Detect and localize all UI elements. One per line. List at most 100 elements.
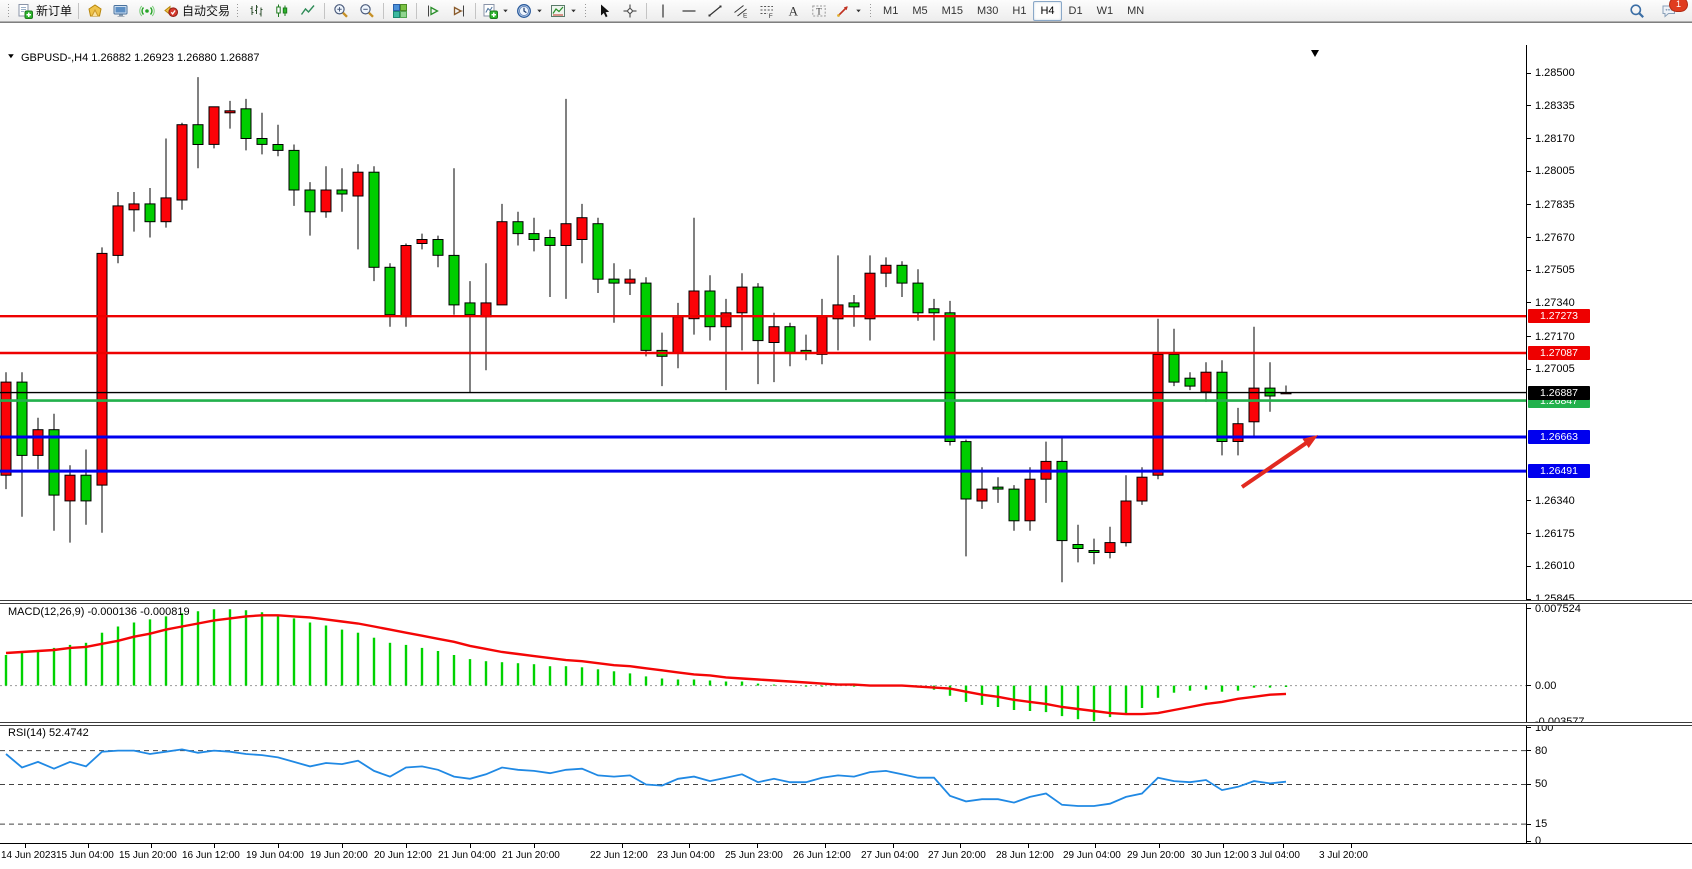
timeframe-button-M1[interactable]: M1: [883, 4, 899, 17]
channel-button[interactable]: E: [728, 0, 754, 22]
search-button[interactable]: [1624, 0, 1650, 22]
candle-up: [1152, 353, 1164, 476]
periods-button[interactable]: [513, 0, 547, 22]
axis-tick-mark: [1527, 72, 1531, 74]
timeframe-button-MN[interactable]: MN: [1127, 4, 1145, 17]
time-tick-mark: [534, 844, 535, 848]
line-chart-button[interactable]: [295, 0, 321, 22]
vertical-line-button[interactable]: [650, 0, 676, 22]
cursor-button[interactable]: [591, 0, 617, 22]
line-chart-icon: [300, 4, 315, 15]
time-scale[interactable]: 14 Jun 2023 15 Jun 04:00 15 Jun 20:00 16 Ju…: [0, 843, 1692, 869]
notifications-button[interactable]: 1: [1656, 0, 1688, 22]
candle-down: [192, 124, 204, 145]
timeframe-button-H1[interactable]: H1: [1012, 4, 1027, 17]
timeframe-button-M15[interactable]: M15: [941, 4, 963, 17]
chart-shift-button[interactable]: [420, 0, 446, 22]
trendline-button[interactable]: [702, 0, 728, 22]
toolbar-grip[interactable]: [869, 3, 874, 18]
fibonacci-button[interactable]: F: [754, 0, 780, 22]
toolbar-grip[interactable]: [7, 3, 11, 18]
price-level-tag: 1.26663: [1528, 429, 1590, 444]
chevron-down-icon[interactable]: [501, 6, 510, 15]
signals-button[interactable]: [134, 0, 160, 22]
candle-down: [304, 189, 316, 213]
bars-chart-button[interactable]: [243, 0, 269, 22]
zoom-in-button[interactable]: [328, 0, 354, 22]
arrows-icon: [837, 5, 848, 17]
channel-icon: E: [734, 4, 748, 19]
marketplace-button[interactable]: [82, 0, 108, 22]
candle-up: [880, 264, 892, 274]
pane-separator[interactable]: [0, 600, 1692, 604]
trendline-icon: [708, 5, 722, 16]
price-tick-label: 1.27835: [1535, 198, 1575, 211]
time-axis-label: 15 Jun 20:00: [119, 850, 177, 861]
price-scale[interactable]: 1.28500 1.28335 1.28170 1.28005 1.27835 1.276…: [1526, 45, 1692, 847]
annotation-arrow-head[interactable]: [1302, 435, 1319, 448]
time-tick-mark: [1028, 844, 1029, 848]
label-button[interactable]: T: [806, 0, 832, 22]
horizontal-line-button[interactable]: [676, 0, 702, 22]
webterminal-button[interactable]: [108, 0, 134, 22]
arrows-button[interactable]: [832, 0, 866, 22]
candle-down: [544, 237, 556, 246]
chart-autoscroll-button[interactable]: [446, 0, 472, 22]
new-order-button[interactable]: 新订单: [14, 0, 75, 22]
price-tick-label: 1.27670: [1535, 231, 1575, 244]
candle-up: [320, 189, 332, 213]
timeframe-button-W1[interactable]: W1: [1096, 4, 1114, 17]
chevron-down-icon[interactable]: [569, 6, 578, 15]
rsi-pane[interactable]: [0, 724, 1526, 843]
time-tick-mark: [88, 844, 89, 848]
rsi-tick-label: 15: [1535, 818, 1548, 831]
candle-down: [1088, 550, 1100, 553]
axis-tick-mark: [1527, 368, 1531, 370]
toolbar-grip[interactable]: [236, 3, 241, 18]
time-axis-label: 30 Jun 12:00: [1191, 850, 1249, 861]
autotrading-button[interactable]: 自动交易: [160, 0, 233, 22]
chart-shift-marker-icon[interactable]: [1311, 50, 1319, 57]
time-tick-mark: [25, 844, 26, 848]
candle-down: [16, 381, 28, 456]
new-chart-button[interactable]: [479, 0, 513, 22]
chevron-down-icon[interactable]: [535, 6, 544, 15]
quote-line[interactable]: GBPUSD-,H4 1.26882 1.26923 1.26880 1.268…: [7, 52, 260, 64]
candle-down: [528, 233, 540, 241]
candles-chart-button[interactable]: [269, 0, 295, 22]
time-tick-mark: [470, 844, 471, 848]
candle-down: [240, 108, 252, 140]
toolbar-grip[interactable]: [584, 3, 589, 18]
candle-up: [480, 302, 492, 318]
annotation-arrow[interactable]: [1240, 439, 1311, 489]
candle-down: [256, 138, 268, 145]
chevron-down-icon[interactable]: [854, 6, 863, 15]
macd-pane[interactable]: [0, 602, 1526, 722]
price-chart-pane[interactable]: [0, 48, 1526, 600]
candle-down: [1056, 460, 1068, 542]
crosshair-button[interactable]: [617, 0, 643, 22]
templates-button[interactable]: [547, 0, 581, 22]
candle-down: [336, 189, 348, 195]
time-axis-label: 19 Jun 04:00: [246, 850, 304, 861]
candle-down: [48, 429, 60, 496]
timeframe-button-M5[interactable]: M5: [912, 4, 928, 17]
chart-shift-icon: [428, 5, 439, 16]
pane-separator[interactable]: [0, 722, 1692, 726]
tile-windows-button[interactable]: [387, 0, 413, 22]
timeframe-button-H4[interactable]: H4: [1033, 0, 1062, 21]
time-axis-label: 19 Jun 20:00: [310, 850, 368, 861]
timeframe-button-M30[interactable]: M30: [977, 4, 999, 17]
time-axis-label: 23 Jun 04:00: [657, 850, 715, 861]
timeframe-button-D1[interactable]: D1: [1068, 4, 1083, 17]
candle-up: [768, 326, 780, 344]
symbol-dropdown-icon[interactable]: [7, 52, 16, 64]
rsi-tick-label: 80: [1535, 744, 1548, 757]
zoom-out-button[interactable]: [354, 0, 380, 22]
price-tick-label: 1.28170: [1535, 132, 1575, 145]
axis-tick-mark: [1527, 500, 1531, 502]
time-tick-mark: [406, 844, 407, 848]
candle-up: [64, 474, 76, 502]
text-button[interactable]: A: [780, 0, 806, 22]
